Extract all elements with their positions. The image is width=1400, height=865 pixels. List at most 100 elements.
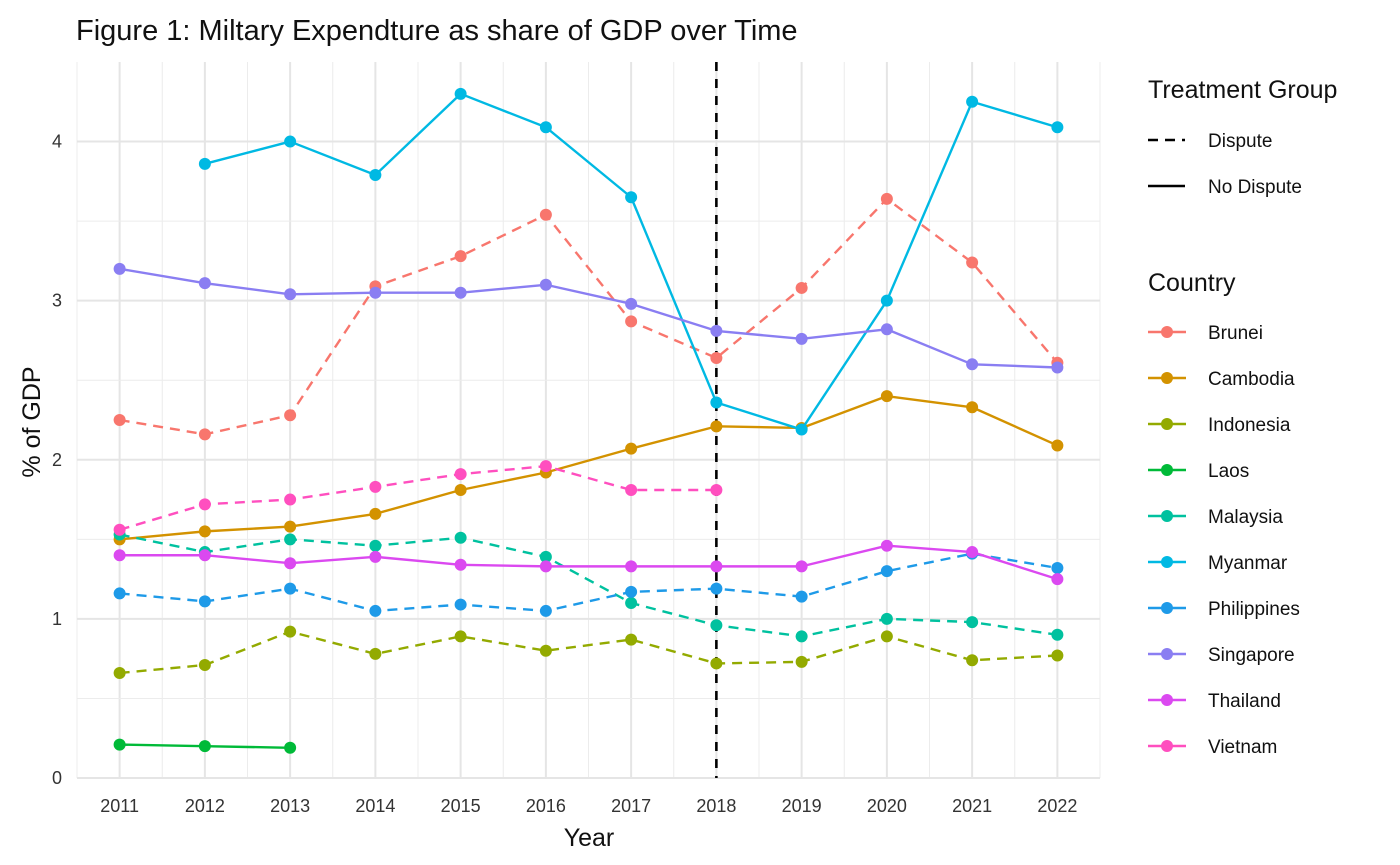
data-point-thailand [198, 549, 211, 562]
data-point-philippines [284, 582, 297, 595]
data-point-brunei [113, 414, 126, 426]
data-point-indonesia [966, 654, 979, 667]
x-tick-label: 2019 [782, 796, 822, 816]
data-point-malaysia [966, 616, 979, 629]
data-point-brunei [539, 208, 552, 221]
data-point-vietnam [625, 484, 638, 497]
data-point-singapore [284, 288, 297, 301]
data-point-singapore [369, 286, 382, 299]
data-point-brunei [795, 281, 808, 294]
data-point-indonesia [113, 666, 126, 679]
y-axis-title: % of GDP [18, 366, 46, 477]
data-point-myanmar [284, 135, 297, 148]
data-point-malaysia [1051, 628, 1064, 641]
x-axis-title: Year [564, 824, 615, 852]
country-legend-point-brunei [1161, 326, 1173, 338]
data-point-thailand [454, 558, 467, 571]
country-legend-label: Thailand [1208, 691, 1281, 712]
country-legend-label: Singapore [1208, 645, 1295, 666]
series-brunei [113, 192, 1064, 441]
country-legend-title: Country [1148, 269, 1236, 297]
data-point-cambodia [880, 390, 893, 403]
data-point-brunei [454, 250, 467, 263]
country-legend-point-malaysia [1161, 510, 1173, 522]
country-legend-point-indonesia [1161, 418, 1173, 430]
data-point-singapore [795, 332, 808, 345]
data-point-thailand [966, 546, 979, 559]
data-point-indonesia [795, 655, 808, 668]
data-point-malaysia [454, 531, 467, 544]
data-point-cambodia [198, 525, 211, 538]
country-legend-label: Vietnam [1208, 737, 1277, 758]
data-point-cambodia [1051, 439, 1064, 452]
data-point-cambodia [625, 442, 638, 455]
series-laos [113, 738, 297, 754]
country-legend-point-vietnam [1161, 740, 1173, 752]
series-vietnam [113, 460, 723, 536]
y-tick-label: 0 [52, 768, 62, 788]
data-point-philippines [1051, 561, 1064, 574]
data-point-myanmar [625, 191, 638, 204]
data-point-singapore [880, 323, 893, 336]
country-legend-label: Myanmar [1208, 553, 1288, 574]
x-tick-label: 2021 [952, 796, 992, 816]
data-point-philippines [625, 585, 638, 598]
series-singapore [113, 262, 1064, 374]
treatment-legend-title: Treatment Group [1148, 76, 1337, 104]
data-point-thailand [625, 560, 638, 573]
data-point-singapore [1051, 361, 1064, 374]
series-line-singapore [119, 267, 1058, 369]
country-legend-point-philippines [1161, 602, 1173, 614]
data-point-cambodia [284, 520, 297, 533]
x-tick-label: 2011 [100, 796, 139, 816]
country-legend-point-cambodia [1161, 372, 1173, 384]
data-point-singapore [966, 358, 979, 371]
data-point-singapore [625, 297, 638, 310]
data-point-singapore [113, 262, 126, 275]
country-legend-label: Malaysia [1208, 507, 1283, 528]
gridlines [76, 62, 1101, 779]
treatment-legend-label: No Dispute [1208, 177, 1302, 198]
data-point-philippines [198, 595, 211, 608]
plot-area: 2011 2012 2013 2014 2015 2016 2017 2018 2019 2020… [52, 62, 1101, 816]
data-point-brunei [966, 256, 979, 269]
axis-ticks: 2011 2012 2013 2014 2015 2016 2017 2018 2019 2020… [52, 132, 1077, 816]
data-point-cambodia [710, 420, 723, 433]
data-point-brunei [710, 351, 723, 364]
data-point-singapore [710, 324, 723, 337]
data-point-myanmar [454, 87, 467, 100]
data-point-singapore [198, 277, 211, 290]
data-point-malaysia [710, 619, 723, 632]
series-line-philippines [119, 552, 1058, 613]
series-line-brunei [119, 197, 1059, 436]
series-line-malaysia [119, 533, 1058, 638]
country-legend-label: Indonesia [1208, 415, 1291, 436]
data-point-indonesia [539, 644, 552, 657]
data-point-vietnam [198, 498, 211, 511]
x-tick-label: 2013 [270, 796, 310, 816]
data-point-myanmar [880, 294, 893, 307]
data-point-thailand [795, 560, 808, 573]
series-malaysia [113, 528, 1064, 643]
series-myanmar [198, 87, 1064, 436]
x-tick-label: 2020 [867, 796, 907, 816]
series-line-vietnam [119, 464, 717, 531]
data-point-vietnam [113, 523, 126, 536]
data-point-philippines [539, 604, 552, 617]
data-point-philippines [454, 598, 467, 611]
data-point-malaysia [539, 550, 552, 563]
data-point-thailand [880, 539, 893, 552]
x-tick-label: 2018 [696, 796, 736, 816]
data-point-thailand [113, 549, 126, 562]
series-thailand [113, 539, 1064, 586]
y-tick-label: 3 [52, 291, 62, 311]
data-point-vietnam [369, 480, 382, 493]
data-point-myanmar [966, 95, 979, 108]
data-point-thailand [710, 560, 723, 573]
data-point-malaysia [284, 533, 297, 546]
country-legend-point-singapore [1161, 648, 1173, 660]
data-point-laos [113, 738, 126, 751]
y-tick-label: 1 [52, 609, 62, 629]
data-point-indonesia [369, 647, 382, 660]
data-point-indonesia [1051, 649, 1064, 662]
